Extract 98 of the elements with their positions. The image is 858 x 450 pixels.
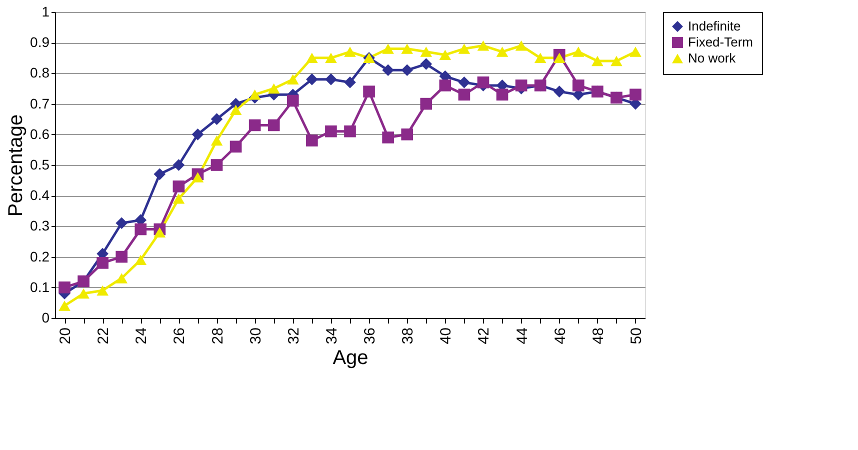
- x-tick-label: 20: [57, 328, 74, 344]
- point: [420, 98, 432, 110]
- y-tick-label: 0.6: [30, 126, 50, 142]
- point: [382, 44, 394, 54]
- y-tick-label: 0.2: [30, 248, 50, 264]
- x-axis-title: Age: [332, 347, 368, 370]
- y-tick-label: 0.7: [30, 95, 50, 112]
- x-tick-label: 36: [362, 328, 379, 344]
- point: [363, 86, 375, 98]
- point: [78, 288, 90, 299]
- point: [630, 88, 642, 101]
- point: [401, 64, 414, 76]
- point: [420, 46, 432, 57]
- x-tick-label: 26: [171, 328, 188, 344]
- point: [630, 46, 642, 57]
- point: [192, 128, 204, 140]
- point: [477, 40, 490, 51]
- point: [306, 52, 318, 64]
- point: [134, 223, 147, 236]
- point: [382, 132, 394, 144]
- point: [592, 56, 604, 66]
- point: [210, 135, 223, 146]
- point: [477, 76, 490, 88]
- y-tick-label: 0.1: [30, 278, 50, 295]
- point: [134, 254, 147, 265]
- point: [325, 73, 337, 86]
- point: [172, 194, 185, 204]
- point: [286, 74, 299, 84]
- legend-label: No work: [688, 50, 736, 66]
- point: [248, 119, 261, 132]
- point: [553, 86, 566, 98]
- x-tick-label: 28: [209, 328, 226, 344]
- point: [306, 73, 318, 86]
- point: [325, 125, 337, 138]
- y-tick-label: 0.9: [30, 34, 50, 50]
- x-tick-label: 50: [628, 328, 645, 344]
- point: [116, 217, 128, 230]
- point: [286, 94, 299, 107]
- point: [420, 58, 432, 70]
- point: [230, 140, 242, 153]
- point: [458, 44, 470, 54]
- point: [192, 172, 204, 182]
- point: [458, 88, 470, 101]
- point: [401, 44, 414, 54]
- point: [96, 257, 108, 269]
- y-tick-label: 0.3: [30, 218, 50, 234]
- y-tick-label: 0.5: [30, 156, 50, 172]
- x-tick-label: 22: [95, 328, 112, 344]
- point: [572, 46, 584, 57]
- point: [230, 104, 242, 116]
- y-tick-label: 1: [42, 4, 50, 20]
- x-tick-label: 30: [247, 328, 264, 344]
- point: [572, 80, 584, 92]
- point: [154, 168, 166, 180]
- point: [439, 50, 452, 60]
- point: [58, 281, 70, 294]
- x-tick-label: 38: [400, 328, 417, 344]
- x-tick-label: 34: [323, 328, 340, 344]
- point: [610, 56, 622, 66]
- point: [210, 113, 223, 126]
- point: [268, 83, 280, 94]
- point: [325, 52, 337, 64]
- point: [58, 300, 70, 311]
- x-tick-label: 40: [438, 328, 455, 344]
- x-tick-label: 46: [552, 328, 569, 344]
- y-tick-label: 0.4: [30, 187, 50, 204]
- x-tick-label: 42: [476, 328, 493, 344]
- point: [458, 76, 470, 88]
- point: [401, 128, 414, 140]
- point: [154, 227, 166, 238]
- legend-label: Fixed-Term: [688, 34, 754, 50]
- y-tick-label: 0: [42, 310, 50, 326]
- y-tick-label: 0.8: [30, 64, 50, 81]
- point: [553, 52, 566, 64]
- point: [496, 46, 508, 57]
- point: [172, 180, 185, 192]
- point: [172, 159, 185, 171]
- point: [116, 250, 128, 263]
- point: [515, 40, 528, 51]
- point: [268, 119, 280, 132]
- point: [439, 80, 452, 92]
- x-tick-label: 48: [590, 328, 607, 344]
- point: [116, 273, 128, 284]
- point: [496, 88, 508, 101]
- point: [382, 64, 394, 76]
- point: [210, 159, 223, 171]
- point: [344, 76, 356, 88]
- point: [344, 125, 356, 138]
- legend-label: Indefinite: [688, 18, 741, 34]
- x-tick-label: 32: [285, 328, 302, 344]
- point: [534, 52, 546, 64]
- point: [96, 285, 108, 296]
- point: [344, 46, 356, 57]
- x-tick-label: 24: [133, 328, 150, 344]
- point: [248, 89, 261, 100]
- y-axis-title: Percentage: [5, 114, 28, 217]
- x-tick-label: 44: [514, 328, 531, 344]
- point: [306, 134, 318, 146]
